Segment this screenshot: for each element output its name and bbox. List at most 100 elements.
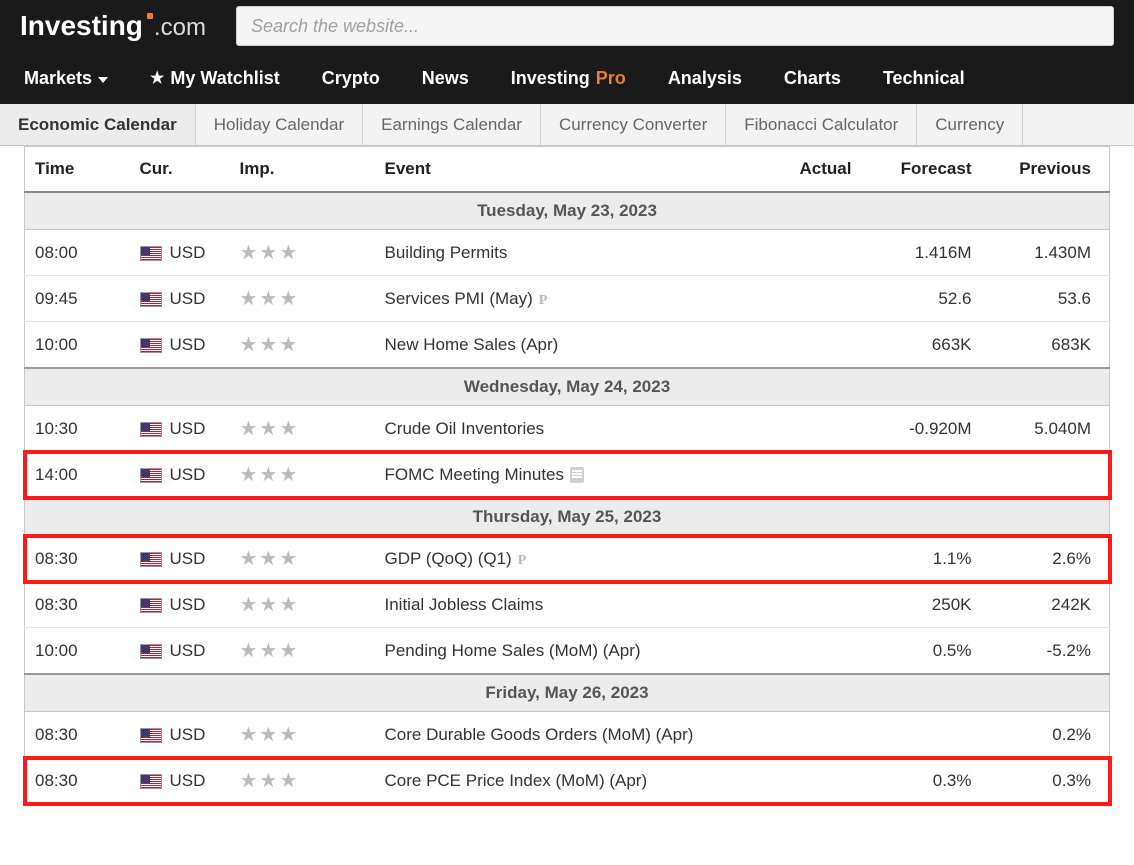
table-header-row: Time Cur. Imp. Event Actual Forecast Pre…: [25, 147, 1110, 193]
event-row[interactable]: 10:00USD ★★★ Pending Home Sales (MoM) (Apr…: [25, 628, 1110, 675]
day-header-row: Thursday, May 25, 2023: [25, 498, 1110, 536]
cell-currency: USD: [130, 582, 230, 628]
cell-previous: 0.3%: [990, 758, 1110, 804]
nav-news[interactable]: News: [422, 68, 469, 89]
event-row[interactable]: 08:30USD★★★Core PCE Price Index (MoM) (A…: [25, 758, 1110, 804]
col-cur[interactable]: Cur.: [130, 147, 230, 193]
cell-event[interactable]: New Home Sales (Apr): [375, 322, 750, 369]
cell-currency: USD: [130, 230, 230, 276]
col-time[interactable]: Time: [25, 147, 130, 193]
cell-currency: USD: [130, 712, 230, 758]
subnav-item[interactable]: Holiday Calendar: [196, 104, 363, 145]
importance-stars-icon: ★★★: [240, 418, 300, 440]
nav-crypto-label: Crypto: [322, 68, 380, 89]
cell-actual: [750, 452, 870, 499]
col-previous[interactable]: Previous: [990, 147, 1110, 193]
cell-event[interactable]: Core Durable Goods Orders (MoM) (Apr): [375, 712, 750, 758]
cell-time: 09:45: [25, 276, 130, 322]
nav-watchlist[interactable]: ★ My Watchlist: [150, 68, 280, 89]
col-event[interactable]: Event: [375, 147, 750, 193]
flag-usd-icon: [140, 246, 162, 261]
nav-analysis[interactable]: Analysis: [668, 68, 742, 89]
nav-analysis-label: Analysis: [668, 68, 742, 89]
nav-markets-label: Markets: [24, 68, 92, 89]
cell-previous: 5.040M: [990, 406, 1110, 452]
nav-technical[interactable]: Technical: [883, 68, 965, 89]
cell-event[interactable]: Pending Home Sales (MoM) (Apr): [375, 628, 750, 675]
cell-event[interactable]: Initial Jobless Claims: [375, 582, 750, 628]
col-imp[interactable]: Imp.: [230, 147, 375, 193]
cell-currency: USD: [130, 406, 230, 452]
cell-forecast: -0.920M: [870, 406, 990, 452]
cell-previous: 0.2%: [990, 712, 1110, 758]
event-row[interactable]: 08:30USD★★★Initial Jobless Claims250K242…: [25, 582, 1110, 628]
cell-currency: USD: [130, 628, 230, 675]
logo[interactable]: Investing.com: [20, 10, 206, 42]
subnav-item[interactable]: Economic Calendar: [0, 104, 196, 145]
day-header-label: Wednesday, May 24, 2023: [25, 368, 1110, 406]
cell-importance: ★★★: [230, 452, 375, 499]
economic-calendar-table-wrap: Time Cur. Imp. Event Actual Forecast Pre…: [0, 146, 1134, 828]
nav-investingpro[interactable]: InvestingPro: [511, 68, 626, 89]
flag-usd-icon: [140, 338, 162, 353]
cell-currency: USD: [130, 452, 230, 499]
cell-event[interactable]: Core PCE Price Index (MoM) (Apr): [375, 758, 750, 804]
cell-time: 08:30: [25, 758, 130, 804]
cell-currency: USD: [130, 276, 230, 322]
logo-dot-icon: [147, 13, 153, 19]
cell-event[interactable]: Building Permits: [375, 230, 750, 276]
subnav-item[interactable]: Fibonacci Calculator: [726, 104, 917, 145]
event-row[interactable]: 09:45USD★★★Services PMI (May)P52.653.6: [25, 276, 1110, 322]
event-row[interactable]: 14:00USD★★★FOMC Meeting Minutes: [25, 452, 1110, 499]
preliminary-badge-icon: P: [518, 553, 527, 568]
cell-event[interactable]: FOMC Meeting Minutes: [375, 452, 750, 499]
importance-stars-icon: ★★★: [240, 640, 300, 662]
nav-charts-label: Charts: [784, 68, 841, 89]
event-label: Crude Oil Inventories: [385, 419, 545, 438]
event-label: Pending Home Sales (MoM) (Apr): [385, 641, 641, 660]
preliminary-badge-icon: P: [539, 293, 548, 308]
cell-time: 10:00: [25, 628, 130, 675]
flag-usd-icon: [140, 422, 162, 437]
cell-importance: ★★★: [230, 322, 375, 369]
cell-event[interactable]: Services PMI (May)P: [375, 276, 750, 322]
cell-previous: 2.6%: [990, 536, 1110, 582]
nav-crypto[interactable]: Crypto: [322, 68, 380, 89]
nav-markets[interactable]: Markets: [24, 68, 108, 89]
cell-currency: USD: [130, 322, 230, 369]
cell-forecast: 250K: [870, 582, 990, 628]
event-row[interactable]: 08:30USD★★★GDP (QoQ) (Q1)P1.1%2.6%: [25, 536, 1110, 582]
cell-currency: USD: [130, 758, 230, 804]
nav-news-label: News: [422, 68, 469, 89]
subnav-item[interactable]: Currency: [917, 104, 1023, 145]
cell-time: 10:30: [25, 406, 130, 452]
chevron-down-icon: [98, 77, 108, 83]
subnav-item[interactable]: Currency Converter: [541, 104, 726, 145]
nav-charts[interactable]: Charts: [784, 68, 841, 89]
event-row[interactable]: 10:30USD ★★★ Crude Oil Inventories -0.920M5…: [25, 406, 1110, 452]
subnav-item[interactable]: Earnings Calendar: [363, 104, 541, 145]
cell-importance: ★★★: [230, 758, 375, 804]
day-header-label: Thursday, May 25, 2023: [25, 498, 1110, 536]
col-forecast[interactable]: Forecast: [870, 147, 990, 193]
search-input[interactable]: [251, 16, 1099, 37]
cell-actual: [750, 322, 870, 369]
cell-time: 10:00: [25, 322, 130, 369]
cell-actual: [750, 406, 870, 452]
cell-importance: ★★★: [230, 712, 375, 758]
importance-stars-icon: ★★★: [240, 724, 300, 746]
cell-previous: 1.430M: [990, 230, 1110, 276]
event-row[interactable]: 08:00USD★★★Building Permits1.416M1.430M: [25, 230, 1110, 276]
search-box[interactable]: [236, 6, 1114, 46]
event-row[interactable]: 10:00USD★★★New Home Sales (Apr)663K683K: [25, 322, 1110, 369]
event-row[interactable]: 08:30USD★★★Core Durable Goods Orders (Mo…: [25, 712, 1110, 758]
cell-forecast: 1.1%: [870, 536, 990, 582]
economic-calendar-table: Time Cur. Imp. Event Actual Forecast Pre…: [24, 146, 1110, 804]
col-actual[interactable]: Actual: [750, 147, 870, 193]
cell-event[interactable]: GDP (QoQ) (Q1)P: [375, 536, 750, 582]
cell-previous: -5.2%: [990, 628, 1110, 675]
cell-actual: [750, 230, 870, 276]
cell-event[interactable]: Crude Oil Inventories: [375, 406, 750, 452]
header-top: Investing.com: [0, 0, 1134, 52]
cell-forecast: 663K: [870, 322, 990, 369]
